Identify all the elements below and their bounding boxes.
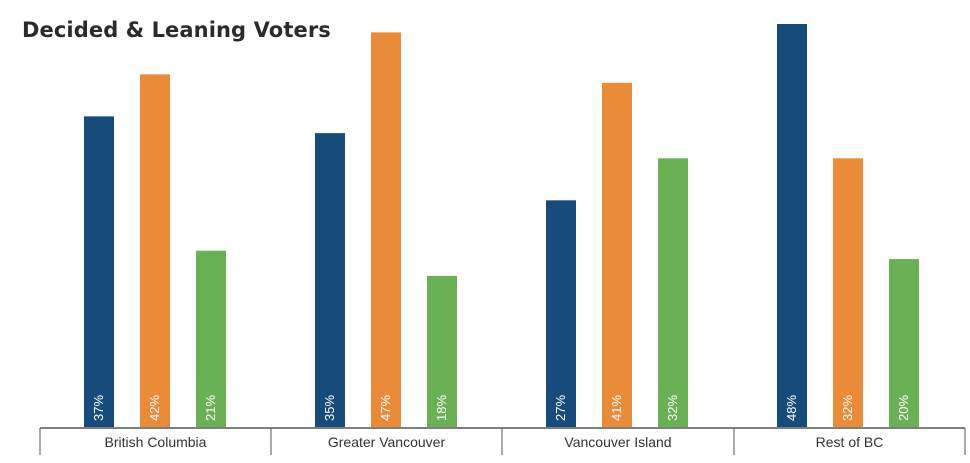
bar-greater-vancouver-1 bbox=[315, 133, 345, 428]
bar-value-label: 35% bbox=[322, 395, 337, 421]
bar-value-label: 47% bbox=[378, 395, 393, 421]
bar-british-columbia-3 bbox=[196, 250, 226, 427]
bar-greater-vancouver-3 bbox=[427, 275, 457, 427]
bar-rest-of-bc-3 bbox=[889, 259, 919, 427]
bar-value-label: 42% bbox=[147, 395, 162, 421]
bar-value-label: 20% bbox=[896, 395, 911, 421]
category-label: Vancouver Island bbox=[564, 434, 671, 450]
category-label: Greater Vancouver bbox=[328, 434, 446, 450]
bar-value-label: 37% bbox=[91, 395, 106, 421]
bar-value-label: 27% bbox=[553, 395, 568, 421]
bar-british-columbia-2 bbox=[140, 74, 170, 427]
bar-greater-vancouver-2 bbox=[371, 32, 401, 427]
bar-rest-of-bc-2 bbox=[833, 158, 863, 428]
chart-title: Decided & Leaning Voters bbox=[22, 18, 331, 42]
bar-british-columbia-1 bbox=[84, 116, 114, 428]
bar-value-label: 41% bbox=[609, 395, 624, 421]
bar-value-label: 32% bbox=[665, 395, 680, 421]
bar-vancouver-island-3 bbox=[658, 158, 688, 428]
bar-value-label: 48% bbox=[784, 395, 799, 421]
bar-value-label: 32% bbox=[840, 395, 855, 421]
bar-vancouver-island-1 bbox=[546, 200, 576, 427]
category-label: Rest of BC bbox=[816, 434, 884, 450]
bar-value-label: 21% bbox=[203, 395, 218, 421]
bar-value-label: 18% bbox=[434, 395, 449, 421]
bar-rest-of-bc-1 bbox=[777, 24, 807, 427]
category-label: British Columbia bbox=[105, 434, 207, 450]
bar-vancouver-island-2 bbox=[602, 82, 632, 427]
